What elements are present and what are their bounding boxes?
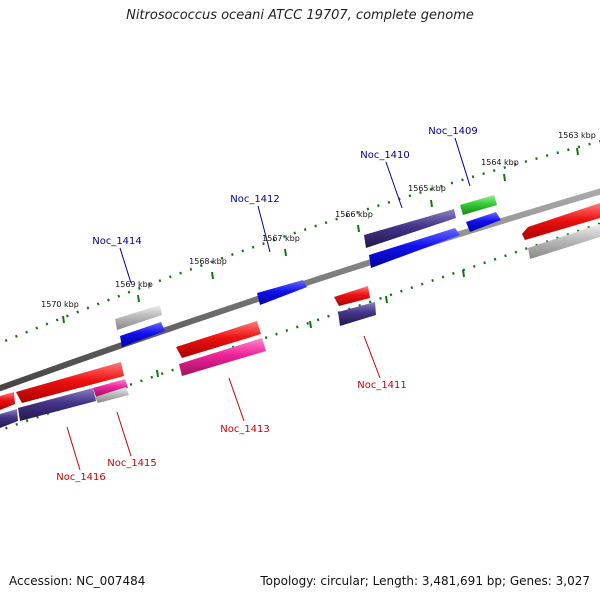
ruler-label: 1564 kbp xyxy=(481,158,519,167)
gene-label-noc1413[interactable]: Noc_1413 xyxy=(220,424,270,435)
genome-backbone xyxy=(0,188,600,392)
gene-arrow-noc1411-purple[interactable] xyxy=(338,302,376,326)
gene-arrow-purple-edge-lower[interactable] xyxy=(0,409,18,428)
upper-ruler xyxy=(0,140,600,345)
genome-summary-text: Topology: circular; Length: 3,481,691 bp… xyxy=(260,574,590,588)
upper-ruler-line xyxy=(0,140,600,345)
gene-features xyxy=(0,195,600,428)
leader-noc1414 xyxy=(119,247,132,284)
gene-label-noc1411[interactable]: Noc_1411 xyxy=(357,380,407,391)
leader-noc1412 xyxy=(257,205,271,253)
ruler-label: 1563 kbp xyxy=(558,131,596,140)
gene-arrow-noc1409-green[interactable] xyxy=(460,195,497,215)
gene-arrow-noc1409-blue[interactable] xyxy=(466,212,501,232)
gene-arrow-red-edge-lower[interactable] xyxy=(0,392,15,410)
leader-noc1416 xyxy=(66,426,81,471)
gene-arrow-noc1415-pink[interactable] xyxy=(93,379,128,397)
gene-label-noc1410[interactable]: Noc_1410 xyxy=(360,150,410,161)
gene-arrow-noc1414-blue[interactable] xyxy=(120,322,165,347)
ruler-label: 1565 kbp xyxy=(408,184,446,193)
gene-label-leaders xyxy=(66,137,471,471)
gene-arrow-noc1412-blue[interactable] xyxy=(257,280,307,305)
ruler-label: 1568 kbp xyxy=(189,257,227,266)
gene-arrow-noc1416-red[interactable] xyxy=(16,362,124,403)
leader-noc1415 xyxy=(116,411,132,457)
ruler-labels: 1563 kbp 1564 kbp 1565 kbp 1566 kbp 1567 kbp… xyxy=(41,131,596,309)
accession-text: Accession: NC_007484 xyxy=(9,574,146,588)
gene-label-noc1414[interactable]: Noc_1414 xyxy=(92,236,142,247)
upper-ruler-ticks xyxy=(62,147,579,324)
gene-arrow-noc1413-red[interactable] xyxy=(176,321,261,358)
page-title: Nitrosococcus oceani ATCC 19707, complet… xyxy=(126,8,474,23)
ruler-label: 1566 kbp xyxy=(335,210,373,219)
gene-arrow-noc1414-gray[interactable] xyxy=(115,305,162,330)
ruler-label: 1567 kbp xyxy=(262,234,300,243)
gene-arrow-gray-edge[interactable] xyxy=(528,224,600,259)
gene-label-noc1415[interactable]: Noc_1415 xyxy=(107,458,157,469)
ruler-label: 1569 kbp xyxy=(115,280,153,289)
gene-label-noc1409[interactable]: Noc_1409 xyxy=(428,126,478,137)
gene-arrow-noc1415-gray[interactable] xyxy=(95,387,129,403)
ruler-label: 1570 kbp xyxy=(41,300,79,309)
gene-arrow-noc1416-purple[interactable] xyxy=(18,388,96,421)
gene-label-noc1412[interactable]: Noc_1412 xyxy=(230,194,280,205)
leader-noc1410 xyxy=(385,161,403,209)
gene-labels: Noc_1409 Noc_1410 Noc_1412 Noc_1414 Noc_1411… xyxy=(56,126,478,483)
gene-arrow-noc1413-pink[interactable] xyxy=(179,338,266,376)
leader-noc1409 xyxy=(454,137,471,187)
gene-label-noc1416[interactable]: Noc_1416 xyxy=(56,472,106,483)
leader-noc1411 xyxy=(363,335,381,379)
gene-arrow-red-edge-upper[interactable] xyxy=(522,203,600,240)
leader-noc1413 xyxy=(228,377,245,422)
gene-arrow-noc1410-blue[interactable] xyxy=(369,228,460,268)
gene-arrow-noc1410-purple[interactable] xyxy=(364,209,456,248)
gene-arrow-noc1411-red[interactable] xyxy=(334,286,370,306)
